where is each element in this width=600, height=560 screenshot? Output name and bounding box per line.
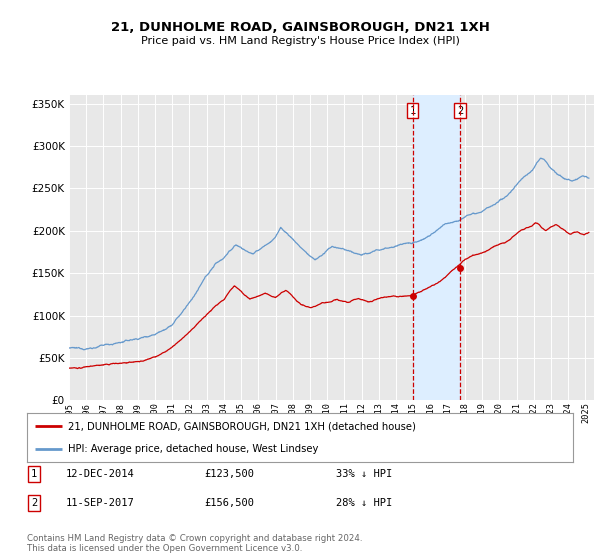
Text: 12-DEC-2014: 12-DEC-2014 [66, 469, 135, 479]
Bar [413, 95, 460, 400]
Text: 1: 1 [409, 106, 416, 116]
Text: 33% ↓ HPI: 33% ↓ HPI [336, 469, 392, 479]
Text: 1: 1 [31, 469, 37, 479]
Text: £123,500: £123,500 [204, 469, 254, 479]
Text: £156,500: £156,500 [204, 498, 254, 508]
Text: HPI: Average price, detached house, West Lindsey: HPI: Average price, detached house, West… [68, 444, 319, 454]
Text: 2: 2 [457, 106, 463, 116]
Text: 28% ↓ HPI: 28% ↓ HPI [336, 498, 392, 508]
Text: 11-SEP-2017: 11-SEP-2017 [66, 498, 135, 508]
Text: 21, DUNHOLME ROAD, GAINSBOROUGH, DN21 1XH: 21, DUNHOLME ROAD, GAINSBOROUGH, DN21 1X… [110, 21, 490, 34]
Text: 21, DUNHOLME ROAD, GAINSBOROUGH, DN21 1XH (detached house): 21, DUNHOLME ROAD, GAINSBOROUGH, DN21 1X… [68, 421, 416, 431]
Text: Price paid vs. HM Land Registry's House Price Index (HPI): Price paid vs. HM Land Registry's House … [140, 36, 460, 46]
Text: 2: 2 [31, 498, 37, 508]
Text: Contains HM Land Registry data © Crown copyright and database right 2024.
This d: Contains HM Land Registry data © Crown c… [27, 534, 362, 553]
